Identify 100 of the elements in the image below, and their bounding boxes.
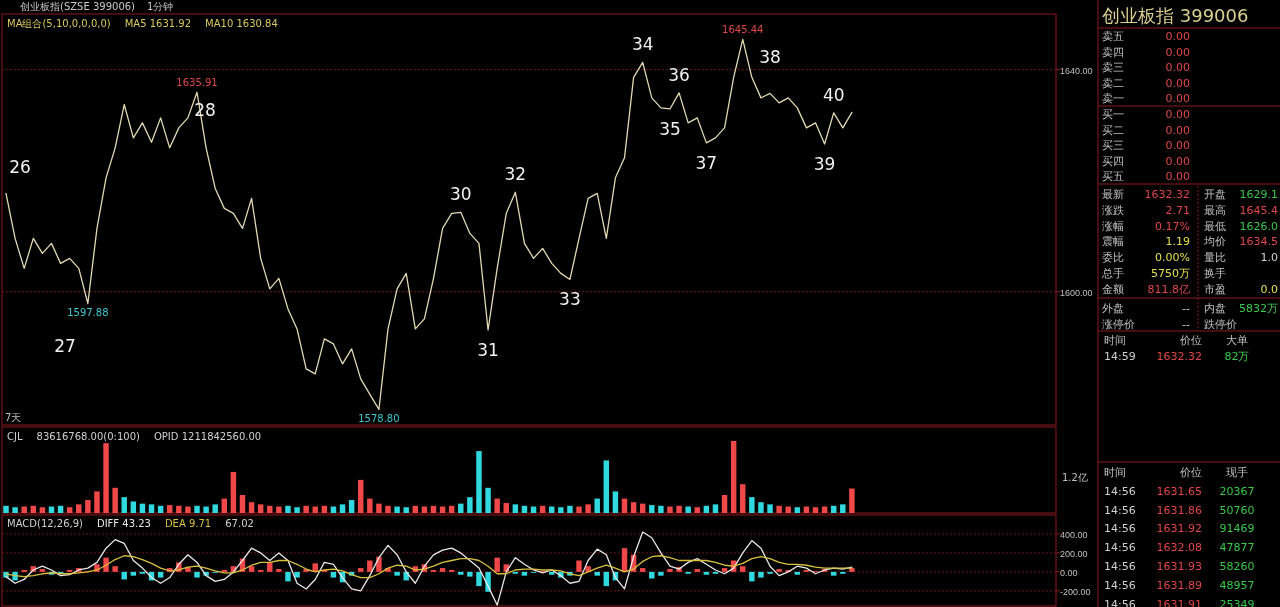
text: 1631.89 xyxy=(1156,578,1202,592)
text: 50760 xyxy=(1219,503,1255,517)
text: 5750万 xyxy=(1151,267,1190,280)
text: 0.00 xyxy=(1165,123,1190,137)
text: 总手 xyxy=(1101,267,1124,280)
annotation: 83616768.00(0:100) xyxy=(36,431,141,442)
text: 买一 xyxy=(1102,108,1124,121)
text: 量比 xyxy=(1204,251,1226,265)
text: 1631.86 xyxy=(1156,503,1202,517)
text: 1626.0 xyxy=(1239,219,1278,233)
text: 0.00 xyxy=(1165,108,1190,121)
text: 0.00% xyxy=(1155,251,1190,265)
text: 1645.4 xyxy=(1239,203,1278,217)
text: 0.00 xyxy=(1165,45,1190,59)
text: 1.2亿 xyxy=(1062,472,1088,483)
text: 14:59 xyxy=(1104,349,1136,363)
text: 14:56 xyxy=(1104,578,1136,592)
text: 20367 xyxy=(1219,484,1255,498)
text: 1632.08 xyxy=(1156,541,1202,555)
text: 14:56 xyxy=(1104,522,1136,536)
text: 现手 xyxy=(1226,466,1248,479)
text: 58260 xyxy=(1219,560,1255,573)
text: 金额 xyxy=(1102,282,1124,296)
annotation: 27 xyxy=(54,336,76,356)
text: DEA 9.71 xyxy=(164,518,212,529)
text: 0.00 xyxy=(1165,154,1190,168)
y-tick-label: 0.00 xyxy=(1060,567,1078,578)
text: 1631.92 xyxy=(1156,522,1202,536)
text: 开盘 xyxy=(1204,188,1226,201)
text: 0.00 xyxy=(1165,30,1190,43)
text: 市盈 xyxy=(1204,282,1226,296)
text: 14:56 xyxy=(1104,503,1136,517)
text: 0.00 xyxy=(1165,170,1190,184)
text: 价位 xyxy=(1179,334,1202,347)
text: 内盘 xyxy=(1204,302,1226,315)
text: 14:56 xyxy=(1104,560,1136,573)
text: 47877 xyxy=(1219,541,1255,555)
chart-title: 创业板指(SZSE 399006) xyxy=(20,1,136,12)
text: 时间 xyxy=(1104,334,1126,347)
text: 0.0 xyxy=(1260,282,1278,296)
text: 最低 xyxy=(1204,219,1226,233)
data-label: 1578.80 xyxy=(358,413,400,425)
text: 0.00 xyxy=(1165,76,1190,90)
text: 91469 xyxy=(1219,522,1255,536)
text: -- xyxy=(1182,317,1191,331)
annotation: 39 xyxy=(813,153,836,174)
text: 卖五 xyxy=(1102,30,1124,43)
y-tick-label: 1640.00 xyxy=(1060,65,1093,76)
text: 买二 xyxy=(1102,123,1124,137)
annotation: MA5 1631.92 xyxy=(124,18,192,29)
text: 1.0 xyxy=(1260,251,1278,265)
text: 14:56 xyxy=(1104,541,1136,555)
text: 1631.93 xyxy=(1156,560,1202,573)
text: 1634.5 xyxy=(1239,235,1278,249)
annotation: 34 xyxy=(631,34,654,55)
text: 25349 xyxy=(1219,597,1255,607)
text: 14:56 xyxy=(1104,597,1136,607)
text: -- xyxy=(1182,302,1191,315)
chart-subtitle: 1分钟 xyxy=(147,1,174,12)
annotation: 40 xyxy=(822,84,845,105)
text: 1632.32 xyxy=(1144,188,1190,201)
annotation: 35 xyxy=(659,118,681,139)
y-tick-label: 200.00 xyxy=(1060,548,1088,559)
text: 2.71 xyxy=(1165,203,1190,217)
text: 1631.91 xyxy=(1156,597,1202,607)
text: 创业板指 399006 xyxy=(1102,5,1249,26)
y-tick-label: -200.00 xyxy=(1060,586,1091,597)
text: 时间 xyxy=(1104,466,1126,479)
text: 5832万 xyxy=(1239,302,1278,315)
text: 1631.65 xyxy=(1156,484,1202,498)
text: 卖一 xyxy=(1102,92,1124,106)
text: 卖三 xyxy=(1102,61,1124,75)
text: 涨跌 xyxy=(1102,203,1124,217)
text: 1.19 xyxy=(1165,235,1190,249)
text: 811.8亿 xyxy=(1147,282,1190,296)
text: 买四 xyxy=(1102,154,1124,168)
text: 外盘 xyxy=(1102,302,1124,315)
text: 委比 xyxy=(1102,251,1124,265)
series-label: DIFF 43.23 xyxy=(96,518,151,529)
text: 最高 xyxy=(1204,203,1226,217)
annotation: MACD(12,26,9) xyxy=(7,518,84,529)
text: 0.17% xyxy=(1155,219,1190,233)
annotation: 33 xyxy=(559,289,581,310)
text: 0.00 xyxy=(1165,92,1190,106)
y-tick-label: 400.00 xyxy=(1060,529,1088,540)
annotation: OPID 1211842560.00 xyxy=(153,431,262,442)
annotation: 67.02 xyxy=(225,518,254,529)
text: 0.00 xyxy=(1165,139,1190,153)
text: 0.00 xyxy=(1165,61,1190,75)
text: 大单 xyxy=(1226,334,1248,347)
text: 买三 xyxy=(1102,139,1124,153)
annotation: 32 xyxy=(504,164,527,185)
data-label: 1635.91 xyxy=(176,77,218,89)
annotation: 37 xyxy=(695,152,718,173)
annotation: CJL xyxy=(7,431,23,442)
text: 卖四 xyxy=(1102,45,1124,59)
text: 跌停价 xyxy=(1204,317,1237,331)
annotation: 31 xyxy=(477,340,499,361)
annotation: MA10 1630.84 xyxy=(205,18,278,29)
text: 48957 xyxy=(1219,578,1255,592)
